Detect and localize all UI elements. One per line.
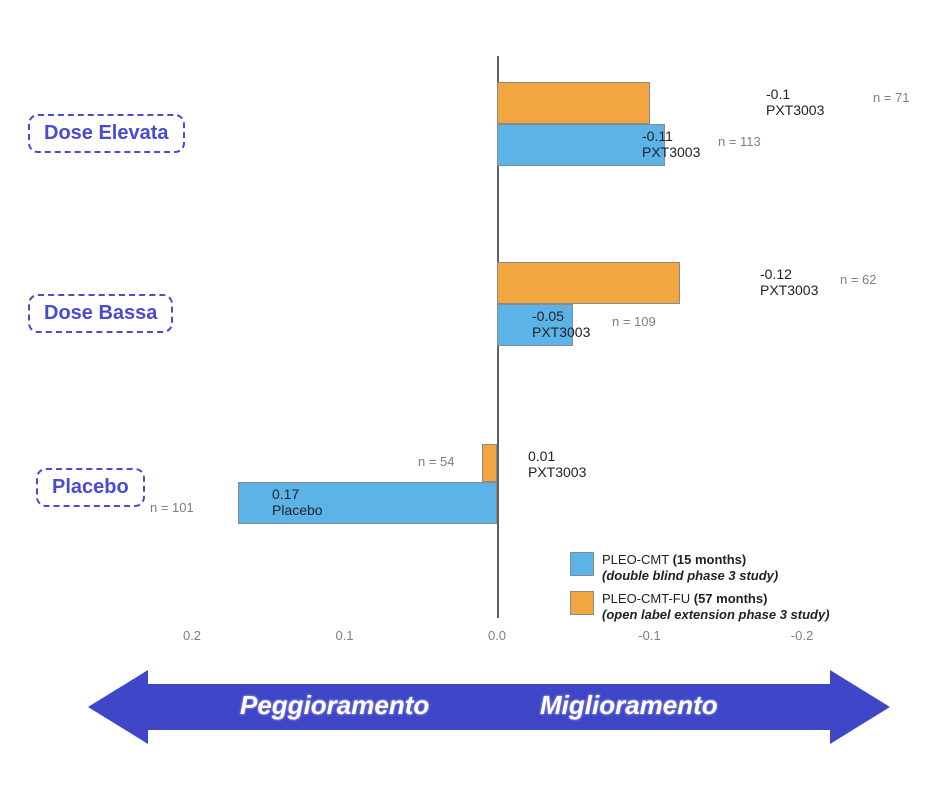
direction-arrow (0, 0, 940, 788)
clinical-bar-chart: Dose Elevata Dose Bassa Placebo -0.1PXT3… (0, 0, 940, 788)
arrow-text-right: Miglioramento (540, 690, 718, 721)
arrow-text-left: Peggioramento (240, 690, 429, 721)
